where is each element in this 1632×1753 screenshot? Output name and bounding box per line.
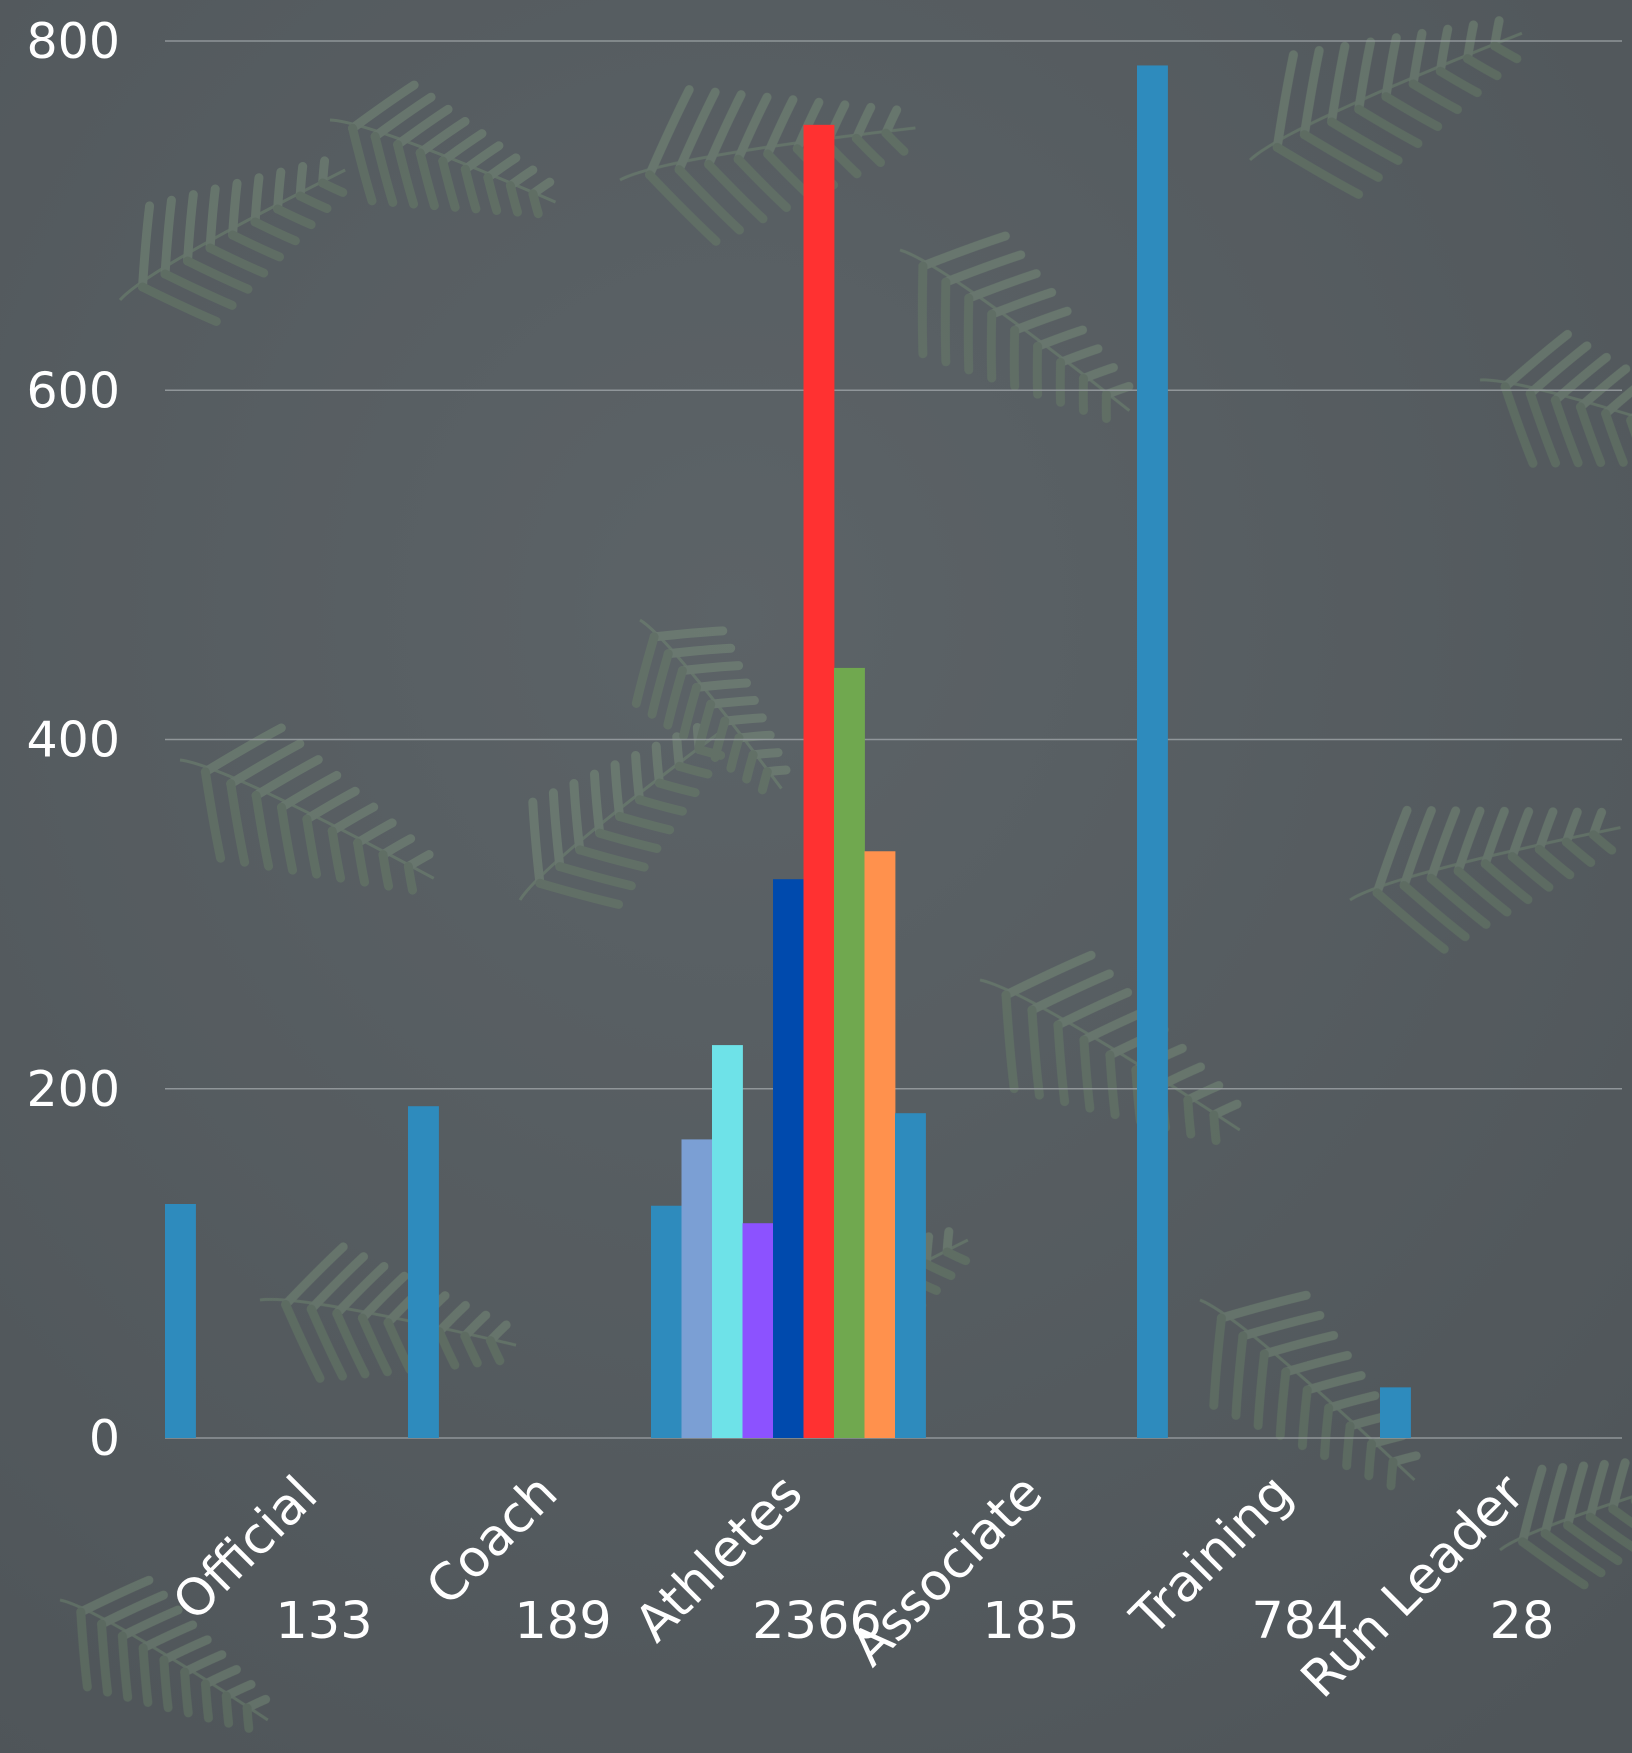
palm-leaf-icon xyxy=(619,85,916,246)
palm-leaf-icon xyxy=(1199,1290,1421,1491)
category-total: 189 xyxy=(514,1592,611,1651)
palm-leaf-icon xyxy=(631,618,791,795)
y-tick-label: 600 xyxy=(26,362,120,419)
palm-leaf-icon xyxy=(979,950,1242,1146)
y-tick-label: 0 xyxy=(89,1410,120,1467)
bar-athletes-4 xyxy=(742,1223,774,1438)
palm-leaf-icon xyxy=(59,1575,271,1733)
category-total: 784 xyxy=(1251,1592,1348,1651)
bar-athletes-9 xyxy=(895,1113,926,1438)
category-total: 2366 xyxy=(752,1592,882,1651)
palm-leaf-icon xyxy=(118,156,348,326)
bar-run-leader-1 xyxy=(1380,1387,1411,1438)
bar-athletes-2 xyxy=(681,1139,713,1438)
bar-coach-1 xyxy=(408,1106,439,1438)
category-total: 133 xyxy=(275,1592,372,1651)
bar-athletes-3 xyxy=(712,1045,743,1438)
palm-leaf-icon xyxy=(179,723,435,895)
palm-leaf-icon xyxy=(329,80,557,219)
palm-leaf-icon xyxy=(518,722,726,909)
bar-athletes-1 xyxy=(651,1205,682,1438)
bar-training-1 xyxy=(1137,65,1168,1438)
palm-leaf-icon xyxy=(1349,805,1621,954)
palm-leaf-icon xyxy=(1248,16,1523,199)
bars xyxy=(165,65,1411,1439)
bar-athletes-6 xyxy=(803,124,835,1439)
y-tick-label: 400 xyxy=(26,712,120,769)
y-tick-label: 800 xyxy=(26,13,120,70)
palm-leaf-icon xyxy=(899,231,1134,423)
category-total: 185 xyxy=(982,1592,1079,1651)
y-tick-label: 200 xyxy=(26,1061,120,1118)
bar-athletes-7 xyxy=(834,667,865,1438)
bar-official-1 xyxy=(165,1204,196,1438)
y-axis-ticks: 0 200 400 600 800 xyxy=(26,13,120,1467)
palm-leaf-icon xyxy=(1479,329,1632,468)
palm-leaf-background xyxy=(59,16,1632,1733)
category-total: 28 xyxy=(1490,1592,1555,1651)
bar-athletes-8 xyxy=(864,851,896,1438)
bar-athletes-5 xyxy=(773,879,804,1438)
